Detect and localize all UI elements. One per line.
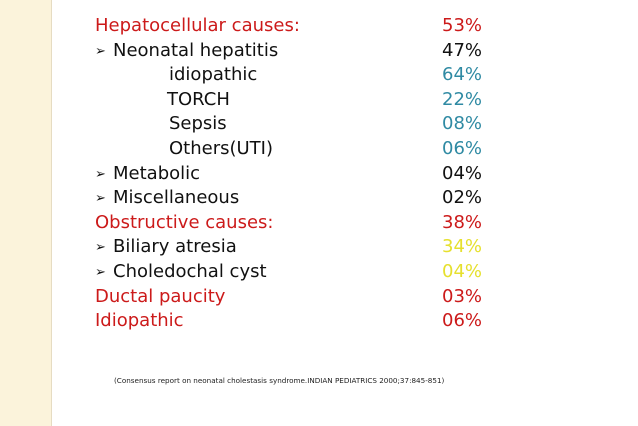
- row-value: 06%: [442, 310, 483, 332]
- citation-text: (Consensus report on neonatal cholestasi…: [114, 376, 445, 385]
- row-neonatal-hepatitis: ➢ Neonatal hepatitis 47%: [95, 39, 495, 64]
- row-label: Neonatal hepatitis: [113, 39, 279, 61]
- row-value: 04%: [442, 162, 483, 184]
- bullet-arrow-icon: ➢: [95, 240, 106, 256]
- row-sepsis: Sepsis 08%: [95, 112, 495, 137]
- row-obstructive-causes: Obstructive causes: 38%: [95, 211, 495, 236]
- row-label: Others(UTI): [169, 137, 274, 159]
- row-label: idiopathic: [169, 64, 258, 86]
- slide-sidebar: [0, 0, 51, 426]
- row-label: Obstructive causes:: [95, 211, 274, 233]
- row-biliary-atresia: ➢ Biliary atresia 34%: [95, 235, 495, 260]
- row-value: 53%: [442, 15, 483, 36]
- sidebar-divider: [51, 0, 52, 426]
- row-label: Metabolic: [113, 162, 201, 184]
- bullet-arrow-icon: ➢: [95, 264, 106, 280]
- row-idiopathic: Idiopathic 06%: [95, 309, 495, 334]
- row-value: 06%: [442, 137, 483, 159]
- row-label: Biliary atresia: [113, 236, 237, 258]
- row-idiopathic-sub: idiopathic 64%: [95, 63, 495, 88]
- row-metabolic: ➢ Metabolic 04%: [95, 162, 495, 187]
- row-label: TORCH: [167, 88, 230, 110]
- row-torch: TORCH 22%: [95, 88, 495, 113]
- row-value: 08%: [442, 113, 483, 135]
- row-value: 38%: [442, 211, 483, 233]
- row-choledochal-cyst: ➢ Choledochal cyst 04%: [95, 260, 495, 285]
- row-value: 34%: [442, 236, 483, 258]
- row-value: 02%: [442, 187, 483, 209]
- row-label: Miscellaneous: [113, 187, 240, 209]
- row-label: Choledochal cyst: [113, 260, 267, 282]
- row-label: Ductal paucity: [95, 285, 226, 307]
- row-value: 04%: [442, 260, 483, 282]
- row-value: 03%: [442, 285, 483, 307]
- bullet-arrow-icon: ➢: [95, 43, 106, 59]
- row-others-uti: Others(UTI) 06%: [95, 137, 495, 162]
- row-label: Sepsis: [169, 113, 227, 135]
- row-value: 64%: [442, 64, 483, 86]
- row-value: 22%: [442, 88, 483, 110]
- row-ductal-paucity: Ductal paucity 03%: [95, 285, 495, 310]
- bullet-arrow-icon: ➢: [95, 191, 106, 207]
- row-hepatocellular-causes: Hepatocellular causes: 53%: [95, 14, 495, 39]
- row-value: 47%: [442, 39, 483, 61]
- row-label: Idiopathic: [95, 310, 184, 332]
- bullet-arrow-icon: ➢: [95, 166, 106, 182]
- row-miscellaneous: ➢ Miscellaneous 02%: [95, 186, 495, 211]
- causes-table: Hepatocellular causes: 53% ➢ Neonatal hep…: [95, 14, 495, 334]
- row-label: Hepatocellular causes:: [95, 15, 300, 36]
